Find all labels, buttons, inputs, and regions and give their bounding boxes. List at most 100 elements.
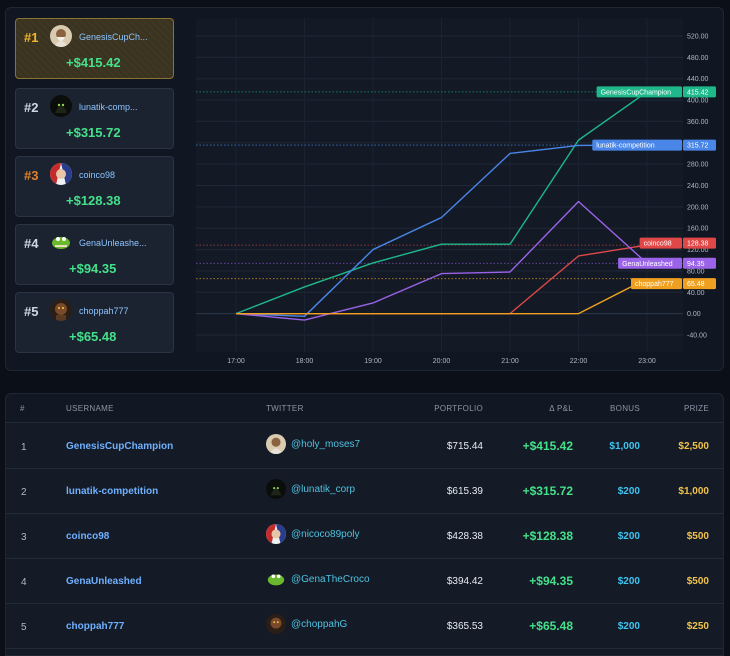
patriot-face-avatar	[50, 163, 72, 185]
row-twitter-link[interactable]: @GenaTheCroco	[291, 574, 370, 585]
rank-number: #1	[24, 30, 39, 45]
series-name-label: GenesisCupChampion	[601, 89, 672, 96]
table-header: # USERNAME TWITTER PORTFOLIO Δ P&L BONUS…	[6, 394, 723, 423]
row-twitter-link[interactable]: @lunatik_corp	[291, 484, 356, 495]
y-tick-label: 200.00	[687, 204, 709, 211]
header-portfolio[interactable]: PORTFOLIO	[434, 404, 483, 413]
series-value-label: 415.42	[687, 89, 709, 96]
row-portfolio: $428.38	[446, 531, 483, 542]
row-username[interactable]: choppah777	[66, 621, 125, 632]
row-pnl: +$94.35	[529, 574, 573, 588]
leaderboard-table: # USERNAME TWITTER PORTFOLIO Δ P&L BONUS…	[5, 393, 724, 656]
y-tick-label: 280.00	[687, 162, 709, 169]
y-tick-label: 480.00	[687, 55, 709, 62]
row-portfolio: $615.39	[446, 486, 483, 497]
row-bonus: $200	[617, 576, 640, 587]
rank-number: #5	[24, 304, 39, 319]
row-pnl: +$415.42	[522, 439, 573, 453]
header-username[interactable]: USERNAME	[66, 404, 114, 413]
series-name-badge	[618, 257, 682, 269]
series-value-badge	[683, 257, 716, 269]
y-tick-label: -40.00	[687, 333, 707, 340]
rank-username[interactable]: GenaUnleashe...	[79, 238, 147, 248]
row-username[interactable]: lunatik-competition	[66, 486, 159, 497]
series-line	[235, 200, 648, 321]
series-name-label: choppah777	[635, 281, 674, 288]
rank-number: #3	[24, 168, 39, 183]
row-prize: $1,000	[678, 486, 709, 497]
series-line	[235, 144, 648, 318]
series-name-label: lunatik-competition	[596, 143, 654, 150]
rank-card-3[interactable]: #3 coinco98 +$128.38	[15, 156, 174, 217]
series-name-label: GenaUnleashed	[622, 261, 673, 268]
rank-card-2[interactable]: #2 lunatik-comp... +$315.72	[15, 88, 174, 149]
rank-card-5[interactable]: #5 choppah777 +$65.48	[15, 292, 174, 353]
y-tick-label: 80.00	[687, 268, 705, 275]
series-value-badge	[683, 237, 716, 249]
rank-pnl: +$65.48	[69, 329, 117, 344]
dark-creature-avatar	[266, 479, 286, 499]
row-twitter-link[interactable]: @nicoco89poly	[291, 529, 360, 540]
rank-username[interactable]: choppah777	[79, 306, 129, 316]
y-tick-label: 120.00	[687, 247, 709, 254]
rank-number: #2	[24, 100, 39, 115]
header-pnl[interactable]: Δ P&L	[549, 404, 573, 413]
row-prize: $2,500	[678, 441, 709, 452]
row-rank: 2	[21, 487, 27, 498]
row-prize: $500	[686, 576, 709, 587]
row-twitter-link[interactable]: @holy_moses7	[291, 439, 361, 450]
row-pnl: +$65.48	[529, 619, 573, 633]
table-row[interactable]: 2 lunatik-competition @lunatik_corp $615…	[6, 469, 723, 514]
header-bonus[interactable]: BONUS	[610, 404, 640, 413]
series-line	[235, 91, 648, 315]
x-tick-label: 22:00	[570, 358, 588, 365]
row-rank: 5	[21, 622, 27, 633]
y-tick-label: 520.00	[687, 34, 709, 41]
table-row[interactable]: 1 GenesisCupChampion @holy_moses7 $715.4…	[6, 424, 723, 469]
pnl-chart: -40.00 0.00 40.00 80.00 120.00 160.00 200.00 24…	[196, 18, 726, 372]
row-portfolio: $715.44	[446, 441, 483, 452]
table-row[interactable]: 4 GenaUnleashed @GenaTheCroco $394.42 +$…	[6, 559, 723, 604]
table-row[interactable]: 3 coinco98 @nicoco89poly $428.38 +$128.3…	[6, 514, 723, 559]
y-tick-label: 360.00	[687, 119, 709, 126]
rank-pnl: +$94.35	[69, 261, 117, 276]
series-value-label: 128.38	[687, 241, 709, 248]
row-prize: $250	[686, 621, 709, 632]
table-row[interactable]: 5 choppah777 @choppahG $365.53 +$65.48 $…	[6, 604, 723, 649]
header-rank: #	[20, 404, 25, 413]
series-name-badge	[631, 278, 682, 290]
row-rank: 1	[21, 442, 27, 453]
row-rank: 4	[21, 577, 27, 588]
old-man-avatar	[266, 434, 286, 454]
row-username[interactable]: GenaUnleashed	[66, 576, 142, 587]
row-pnl: +$315.72	[522, 484, 573, 498]
rank-username[interactable]: coinco98	[79, 170, 116, 180]
old-man-avatar	[50, 25, 72, 47]
rank-pnl: +$415.42	[66, 55, 121, 70]
series-value-badge	[683, 139, 716, 151]
rank-card-1[interactable]: #1 GenesisCupCh... +$415.42	[15, 18, 174, 79]
y-tick-label: 0.00	[687, 311, 701, 318]
x-tick-label: 19:00	[364, 358, 382, 365]
row-pnl: +$128.38	[522, 529, 573, 543]
pnl-panel: #1 GenesisCupCh... +$415.42 #2 lunatik-c…	[5, 7, 724, 371]
dark-creature-avatar	[50, 95, 72, 117]
row-username[interactable]: GenesisCupChampion	[66, 441, 174, 452]
row-twitter-link[interactable]: @choppahG	[291, 619, 348, 630]
row-username[interactable]: coinco98	[66, 531, 110, 542]
series-value-label: 315.72	[687, 143, 709, 150]
y-tick-label: 40.00	[687, 290, 705, 297]
row-portfolio: $365.53	[446, 621, 483, 632]
header-twitter[interactable]: TWITTER	[266, 404, 304, 413]
row-prize: $500	[686, 531, 709, 542]
header-prize[interactable]: PRIZE	[683, 404, 709, 413]
crocodile-avatar	[266, 569, 286, 589]
rank-card-4[interactable]: #4 GenaUnleashe... +$94.35	[15, 224, 174, 285]
rank-pnl: +$315.72	[66, 125, 121, 140]
rank-username[interactable]: GenesisCupCh...	[79, 32, 148, 42]
rank-username[interactable]: lunatik-comp...	[79, 102, 138, 112]
series-name-badge	[592, 139, 682, 151]
series-value-label: 94.35	[687, 261, 705, 268]
row-bonus: $200	[617, 486, 640, 497]
series-value-label: 65.48	[687, 281, 705, 288]
